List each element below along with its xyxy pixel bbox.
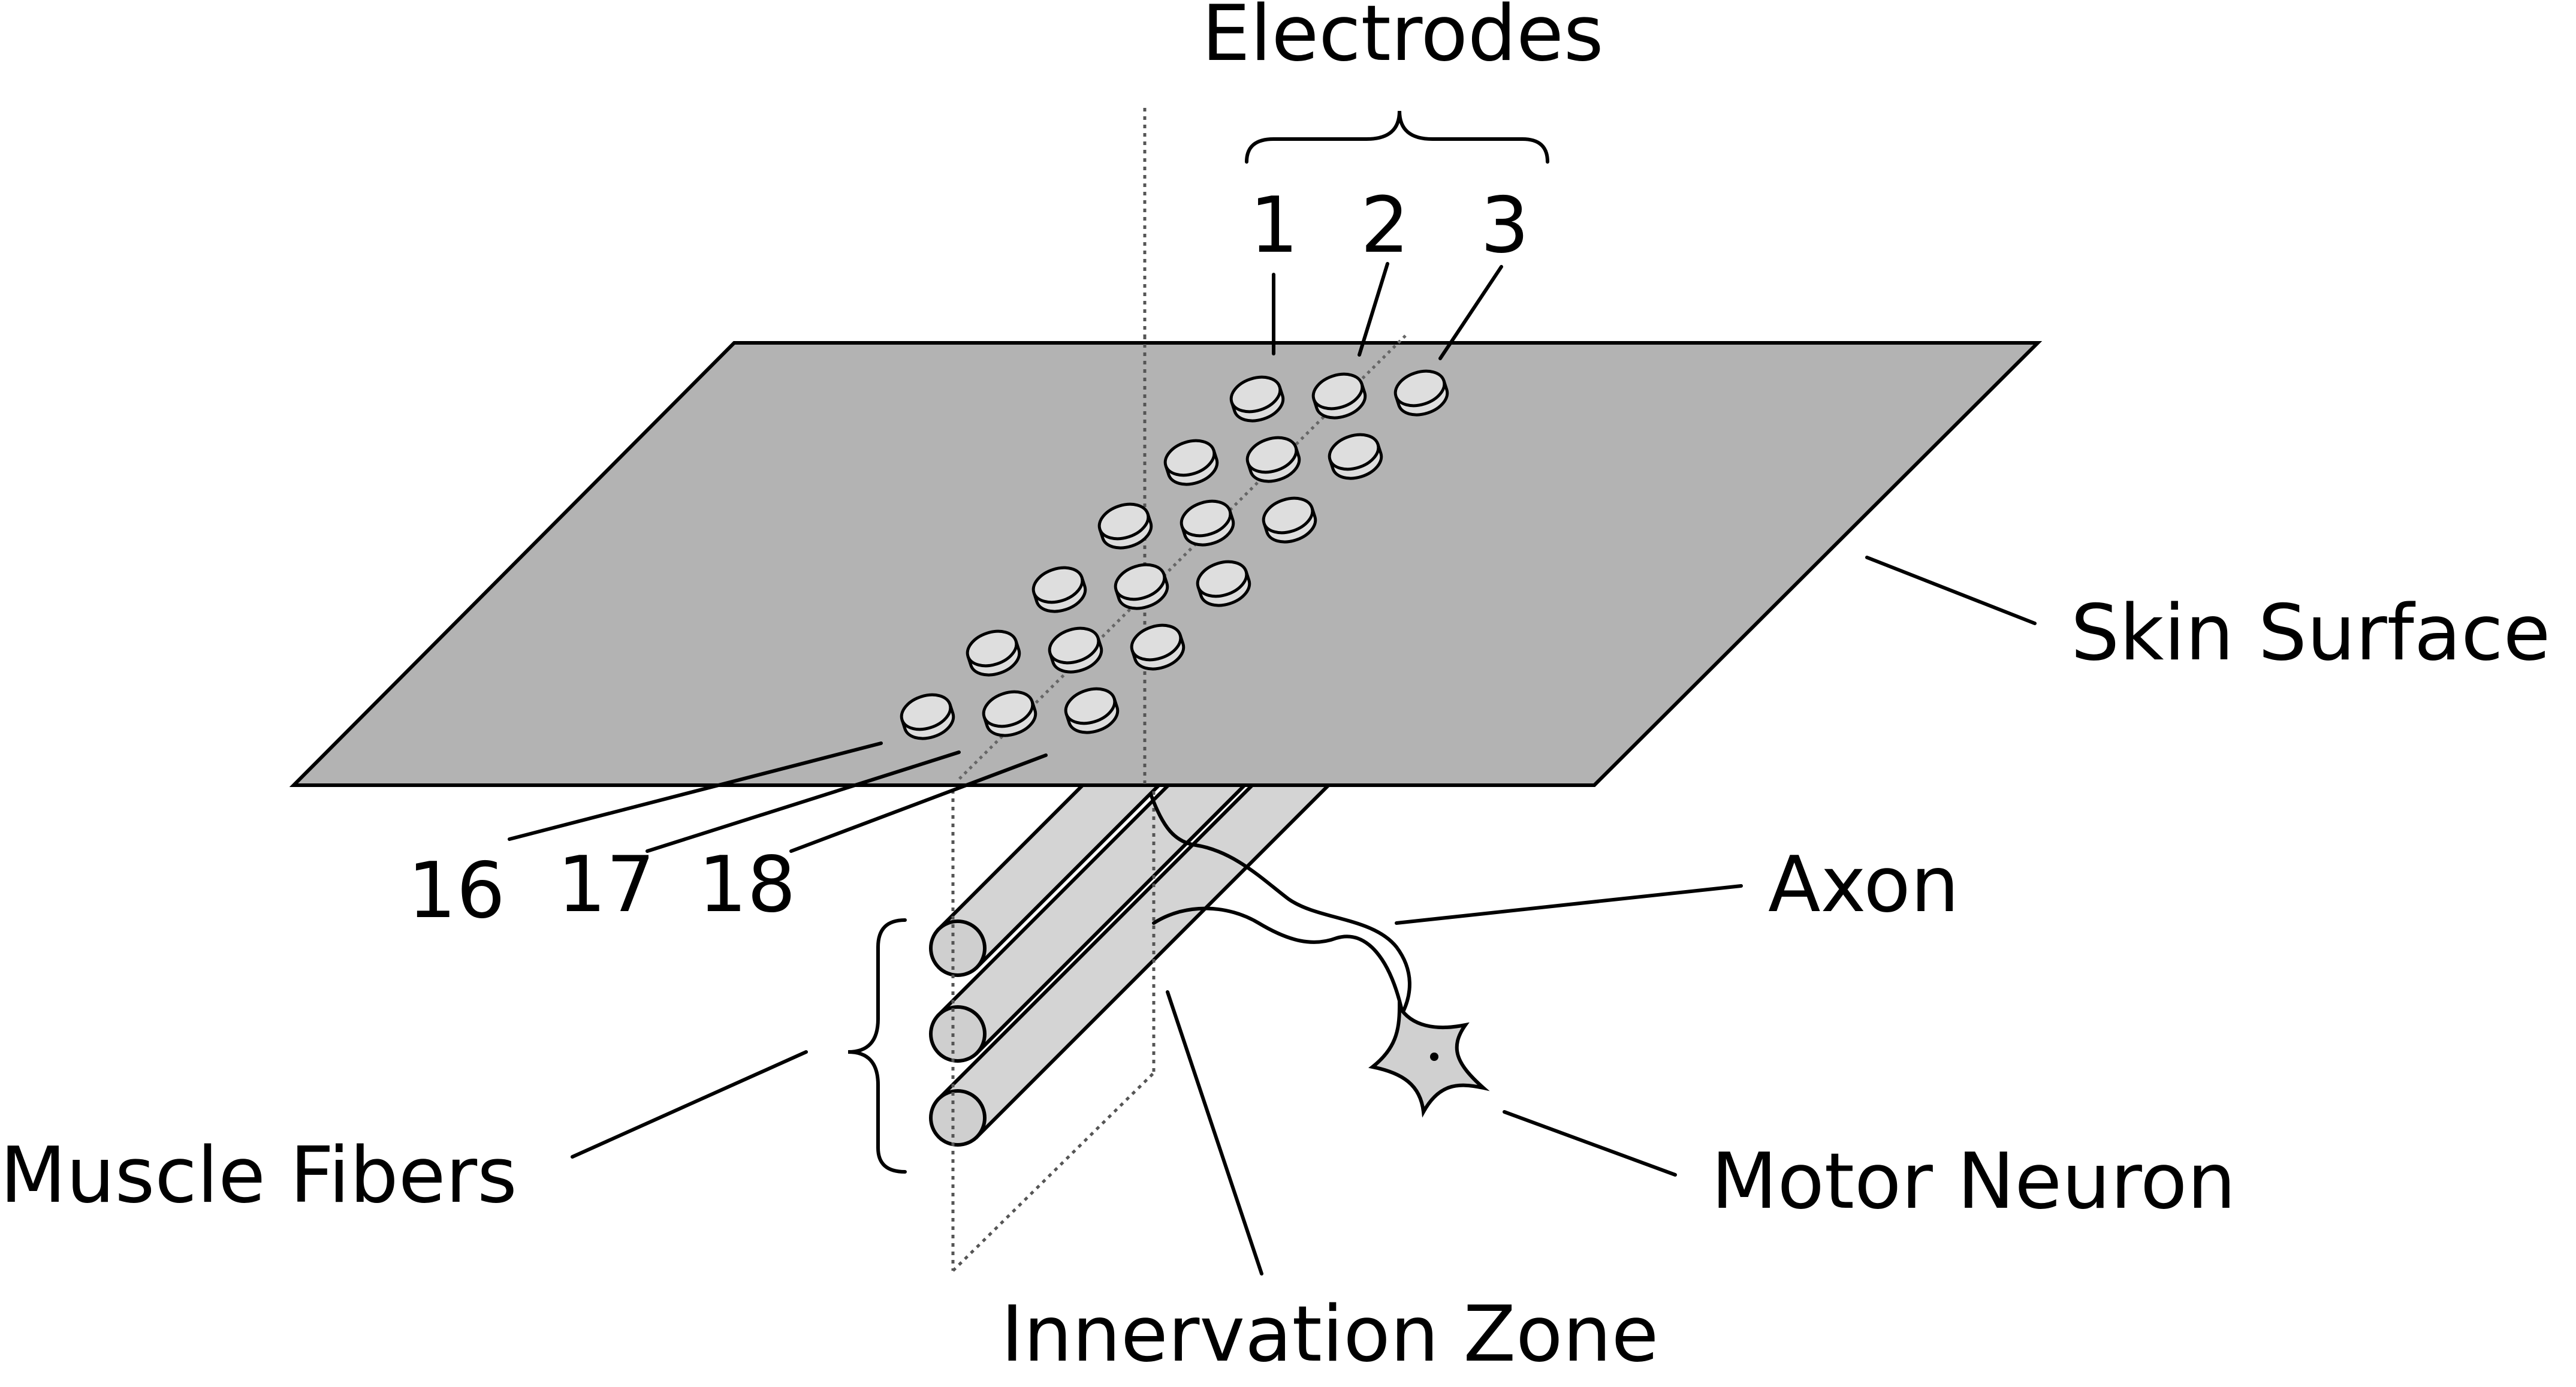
electrode [1229, 375, 1285, 423]
electrode [1180, 499, 1235, 547]
axon [1149, 792, 1411, 1015]
electrode [1311, 372, 1367, 420]
electrode [1393, 369, 1449, 417]
skin-surface-label: Skin Surface [2071, 589, 2550, 678]
skin-surface [289, 341, 2043, 787]
axon-label: Axon [1768, 840, 1959, 930]
electrode [900, 693, 955, 740]
electrode [1114, 563, 1169, 610]
electrodes-title: Electrodes [1202, 0, 1604, 79]
muscle-fiber-end [929, 1089, 987, 1147]
electrode-label-3: 3 [1480, 181, 1529, 270]
electrode-label-2: 2 [1361, 181, 1409, 270]
electrode [1262, 496, 1317, 544]
muscle-fiber-3 [929, 726, 1350, 1147]
axon-branch [1152, 906, 1404, 1015]
electrode [1163, 439, 1219, 486]
motor-neuron-nucleus [1430, 1053, 1438, 1061]
muscle-fibers-brace [847, 918, 907, 1174]
leader-lines [508, 262, 2037, 1276]
electrodes-brace [1245, 110, 1549, 164]
muscle-fibers-label: Muscle Fibers [0, 1131, 517, 1220]
electrode [1048, 626, 1103, 674]
muscle-fiber-end [929, 919, 987, 977]
electrode [1097, 502, 1153, 550]
electrode [1130, 623, 1186, 671]
electrode-label-1: 1 [1250, 181, 1298, 270]
electrode [1031, 566, 1087, 613]
motor-neuron [1368, 1000, 1490, 1118]
electrode-label-16: 16 [408, 846, 505, 936]
electrode [982, 690, 1037, 737]
electrode-grid [900, 369, 1449, 740]
electrode [1328, 433, 1383, 480]
muscle-fiber-end [929, 1005, 987, 1063]
innervation-zone-label: Innervation Zone [1001, 1290, 1658, 1379]
electrode [1245, 436, 1301, 483]
motor-neuron-label: Motor Neuron [1711, 1137, 2236, 1226]
electrode [966, 629, 1021, 677]
electrode-label-17: 17 [557, 840, 655, 930]
electrode [1196, 560, 1251, 607]
electrode [1064, 687, 1120, 734]
electrode-label-18: 18 [698, 840, 796, 930]
